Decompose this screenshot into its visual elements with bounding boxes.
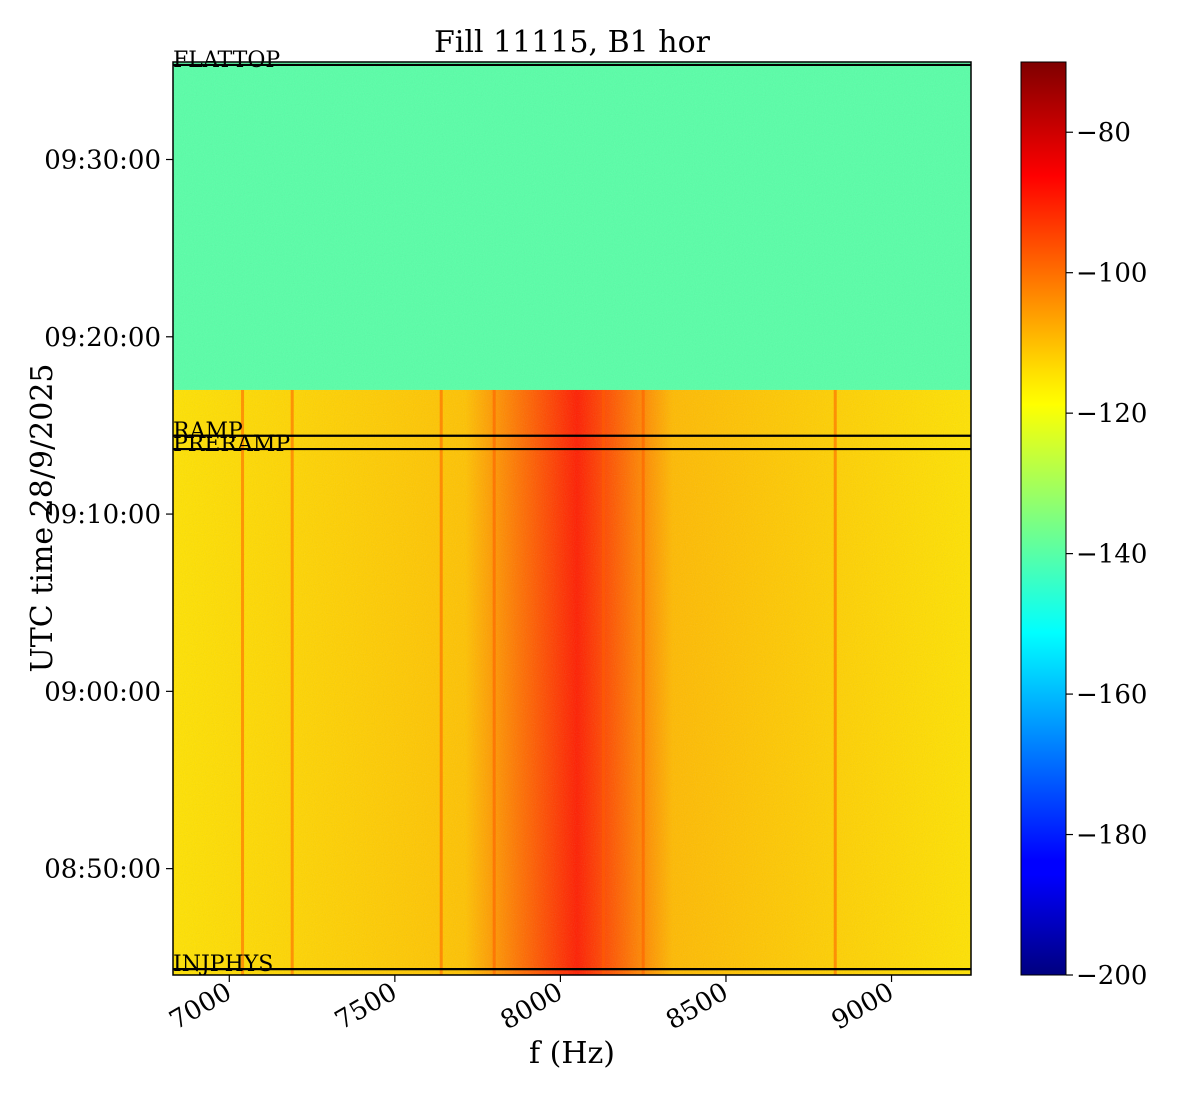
y-tick-label: 09:30:00 xyxy=(44,146,161,176)
colorbar-tick-label: −100 xyxy=(1076,259,1147,289)
colorbar-tick-label: −180 xyxy=(1076,821,1147,851)
y-tick-label: 09:20:00 xyxy=(44,323,161,353)
spectral-line xyxy=(601,389,605,975)
x-axis-label: f (Hz) xyxy=(529,1036,615,1071)
marker-label-ramp: RAMP xyxy=(173,419,243,444)
spectral-line xyxy=(492,389,496,975)
plot-area xyxy=(173,62,971,975)
spectral-line xyxy=(833,389,837,975)
colorbar-scale xyxy=(1020,61,1067,976)
marker-label-injphys: INJPHYS xyxy=(173,952,273,977)
spectral-line xyxy=(641,389,645,975)
spectral-line xyxy=(241,389,245,975)
x-axis: 7000 7500 8000 8500 9000 xyxy=(164,975,899,1036)
y-axis: 08:50:00 09:00:00 09:10:00 09:20:00 09:30:00 xyxy=(44,146,173,885)
y-tick-label: 09:10:00 xyxy=(44,500,161,530)
colorbar-tick-label: −160 xyxy=(1076,680,1147,710)
colorbar-tick-label: −200 xyxy=(1076,961,1147,991)
marker-label-flattop: FLATTOP xyxy=(173,48,280,73)
colorbar-tick-label: −120 xyxy=(1076,399,1147,429)
y-tick-label: 09:00:00 xyxy=(44,677,161,707)
x-tick-label: 8500 xyxy=(661,977,733,1036)
marker-label-preramp: PRERAMP xyxy=(173,432,290,457)
colorbar xyxy=(1020,61,1067,976)
spectrogram-texture xyxy=(173,62,971,975)
colorbar-tick-label: −140 xyxy=(1076,540,1147,570)
y-tick-label: 08:50:00 xyxy=(44,855,161,885)
spectral-line xyxy=(290,389,294,975)
x-tick-label: 8000 xyxy=(496,977,568,1036)
colorbar-tick-label: −80 xyxy=(1076,118,1131,148)
x-tick-label: 7500 xyxy=(330,977,402,1036)
y-axis-label: UTC time 28/9/2025 xyxy=(25,364,60,673)
chart-title: Fill 11115, B1 hor xyxy=(434,25,711,60)
x-tick-label: 7000 xyxy=(164,977,236,1036)
spectral-line xyxy=(439,389,443,975)
plot-frame xyxy=(172,61,972,976)
colorbar-ticks: −80 −100 −120 −140 −160 −180 −200 xyxy=(1066,118,1147,991)
x-tick-label: 9000 xyxy=(827,977,899,1036)
